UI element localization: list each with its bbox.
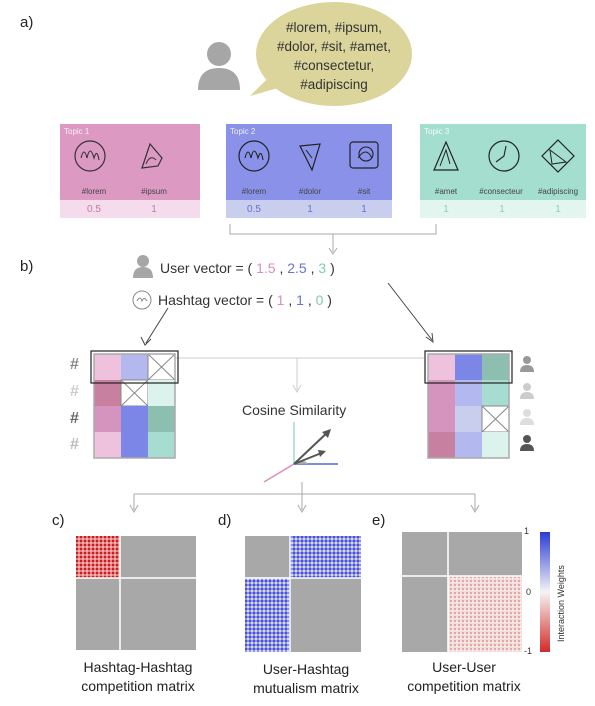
caption-line: mutualism matrix	[253, 680, 359, 696]
scribble-shield-icon	[299, 143, 321, 172]
scribble-diamond-icon	[541, 139, 575, 173]
caption-line: User-User	[432, 659, 496, 675]
user-vector: User vector = ( 1.5 , 2.5 , 3 )	[160, 260, 335, 276]
panel-e-label: e)	[372, 512, 386, 529]
panel-c-label: c)	[52, 512, 65, 529]
user-icon	[133, 255, 153, 278]
caption-line: User-Hashtag	[262, 661, 350, 677]
user-hashtag-matrix	[245, 536, 361, 652]
hashtag-vector: Hashtag vector = ( 1 , 1 , 0 )	[158, 292, 332, 308]
topic-title: Topic 1	[64, 127, 90, 136]
tag-label: #ipsum	[141, 187, 167, 196]
user-row-icons	[520, 356, 534, 451]
speech-bubble	[250, 2, 412, 106]
caption-line: Hashtag-Hashtag	[83, 659, 193, 675]
matrix-caption: User-User competition matrix	[384, 658, 544, 696]
colorbar-min: -1	[524, 646, 533, 656]
topic-title: Topic 3	[424, 127, 450, 136]
hashtag-hashtag-matrix	[76, 536, 196, 650]
user-avatar-icon	[198, 42, 240, 90]
caption-line: competition matrix	[407, 678, 521, 694]
user-vector-value: 3	[318, 260, 327, 276]
user-user-matrix	[402, 532, 522, 652]
user-vector-label: User vector = (	[160, 260, 253, 276]
topic-weight: 1	[361, 204, 367, 215]
topic-weight: 0.5	[247, 204, 261, 215]
user-vector-value: 1.5	[256, 260, 276, 276]
panel-a-label: a)	[20, 14, 34, 31]
topic-title: Topic 2	[230, 127, 256, 136]
tag-label: #lorem	[241, 187, 267, 196]
bubble-line: #adipiscing	[300, 77, 368, 92]
topic-weight: 1	[443, 204, 449, 215]
topic-weight: 1	[151, 204, 157, 215]
topic-1-card: Topic 1 #lorem #ipsum 0.5 1	[60, 124, 200, 218]
scribble-circle-icon	[238, 140, 270, 172]
colorbar-title: Interaction Weights	[556, 565, 566, 642]
topic-weight: 1	[307, 204, 313, 215]
user-topic-matrix	[424, 350, 513, 459]
user-vector-close: )	[330, 260, 335, 276]
scribble-circle-icon	[74, 140, 106, 172]
tag-label: #adipiscing	[537, 187, 579, 196]
scribble-square-icon	[349, 141, 379, 169]
interaction-colorbar	[540, 532, 550, 652]
matrix-caption: User-Hashtag mutualism matrix	[226, 660, 386, 698]
tag-label: #dolor	[298, 187, 322, 196]
hashtag-icon	[132, 290, 152, 310]
user-vector-value: 2.5	[287, 260, 307, 276]
topic-2-card: Topic 2 #lorem #dolor #sit 0.5 1 1	[226, 124, 392, 218]
hash-row-label: #	[70, 436, 79, 453]
topic-weight: 0.5	[87, 204, 101, 215]
bubble-line: #consectetur,	[293, 58, 375, 73]
bubble-text: #lorem, #ipsum, #dolor, #sit, #amet, #co…	[252, 18, 416, 94]
hashtag-vector-close: )	[327, 292, 332, 308]
tag-label: #amet	[434, 187, 458, 196]
colorbar-max: 1	[524, 526, 530, 536]
bubble-line: #lorem, #ipsum,	[285, 20, 383, 35]
tag-label: #consecteur	[479, 187, 523, 196]
hashtag-vector-value: 1	[276, 292, 285, 308]
bubble-line: #dolor, #sit, #amet,	[276, 39, 392, 54]
scribble-triangle-icon	[433, 140, 459, 171]
colorbar-mid: 0	[526, 587, 532, 597]
hashtag-topic-matrix	[90, 350, 179, 459]
hash-row-label: #	[70, 356, 79, 373]
hash-row-label: #	[70, 383, 79, 400]
panel-b-label: b)	[20, 258, 34, 275]
panel-d-label: d)	[218, 512, 232, 529]
hashtag-vector-value: 0	[315, 292, 324, 308]
hash-row-label: #	[70, 410, 79, 427]
scribble-triangle-icon	[141, 142, 163, 169]
hashtag-vector-label: Hashtag vector = (	[158, 292, 273, 308]
topic-3-card: Topic 3 #amet #consecteur #adipiscing 1 …	[420, 124, 586, 218]
cosine-vectors-icon	[263, 422, 338, 483]
scribble-circle-icon	[488, 140, 520, 172]
topic-weight: 1	[555, 204, 561, 215]
caption-line: competition matrix	[81, 678, 195, 694]
tag-label: #lorem	[81, 187, 107, 196]
matrix-caption: Hashtag-Hashtag competition matrix	[58, 658, 218, 696]
topic-weight: 1	[499, 204, 505, 215]
cosine-similarity-label: Cosine Similarity	[242, 402, 347, 418]
tag-label: #sit	[357, 187, 371, 196]
hashtag-vector-value: 1	[296, 292, 304, 308]
